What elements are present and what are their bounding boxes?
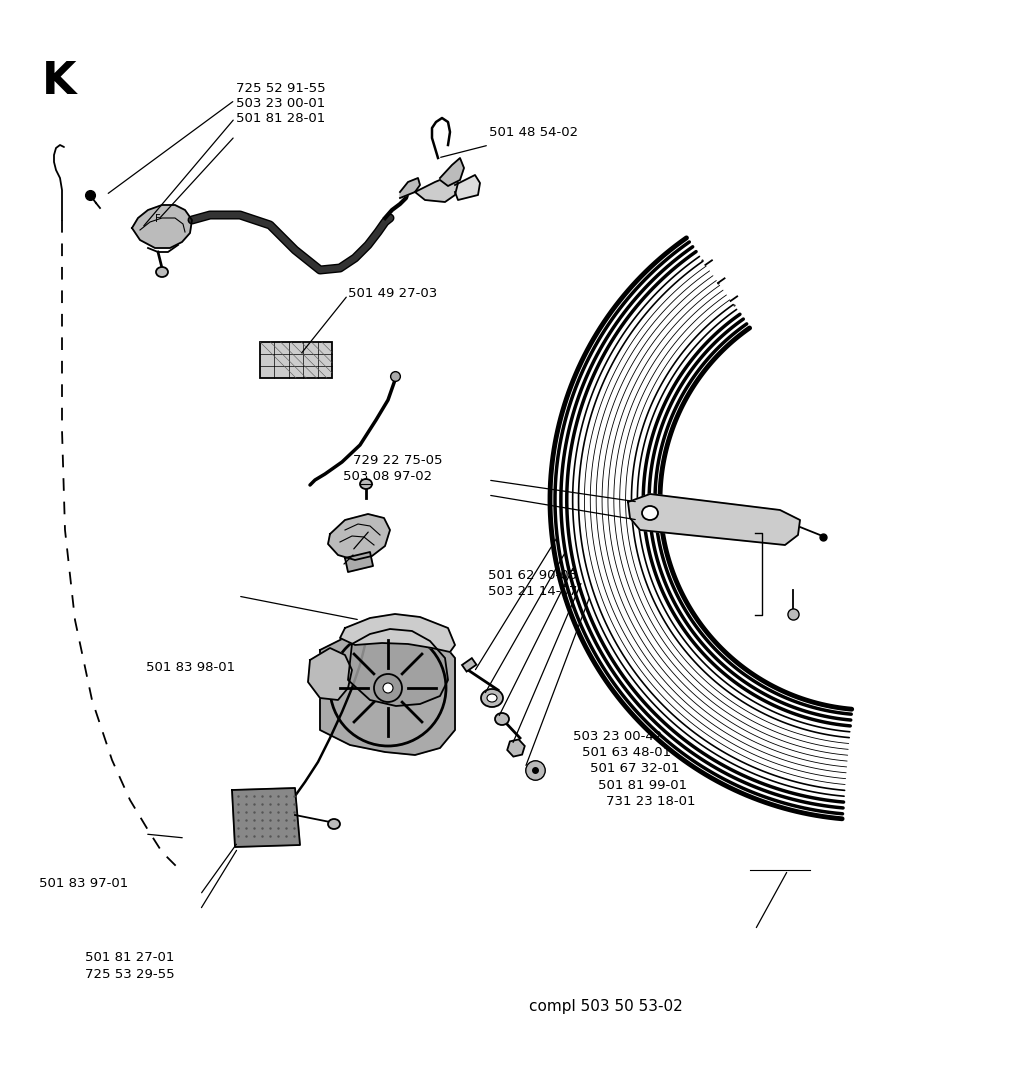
Polygon shape: [415, 175, 458, 202]
Text: 729 22 75-05: 729 22 75-05: [353, 454, 442, 467]
Text: 725 52 91-55: 725 52 91-55: [236, 82, 326, 95]
Polygon shape: [308, 648, 352, 700]
Text: 501 83 98-01: 501 83 98-01: [146, 661, 236, 674]
Polygon shape: [132, 205, 193, 248]
Ellipse shape: [481, 689, 503, 707]
Text: 503 23 00-42: 503 23 00-42: [573, 730, 663, 743]
Ellipse shape: [495, 713, 509, 725]
Polygon shape: [348, 629, 449, 706]
Text: 501 67 32-01: 501 67 32-01: [590, 762, 679, 775]
Text: 501 83 97-01: 501 83 97-01: [39, 877, 128, 890]
Text: compl 503 50 53-02: compl 503 50 53-02: [529, 999, 683, 1014]
Text: 501 63 48-01: 501 63 48-01: [582, 746, 671, 759]
Ellipse shape: [374, 674, 402, 702]
Polygon shape: [319, 627, 455, 755]
Ellipse shape: [642, 507, 658, 519]
Bar: [462, 658, 476, 672]
Ellipse shape: [156, 267, 168, 276]
Ellipse shape: [328, 819, 340, 829]
Text: 731 23 18-01: 731 23 18-01: [606, 795, 695, 808]
Polygon shape: [455, 175, 480, 200]
Text: 501 49 27-03: 501 49 27-03: [348, 287, 437, 300]
Text: 501 81 28-01: 501 81 28-01: [236, 112, 325, 125]
Text: 503 08 97-02: 503 08 97-02: [343, 470, 432, 483]
Text: 501 48 54-02: 501 48 54-02: [489, 126, 579, 139]
Text: 503 21 14-07: 503 21 14-07: [488, 585, 578, 598]
Text: K: K: [42, 60, 77, 103]
Text: F: F: [156, 214, 161, 224]
Polygon shape: [440, 158, 464, 186]
Text: 501 81 27-01: 501 81 27-01: [85, 951, 174, 964]
Polygon shape: [328, 514, 390, 561]
Ellipse shape: [383, 683, 393, 693]
Polygon shape: [340, 615, 455, 652]
Text: 501 62 90-03: 501 62 90-03: [488, 569, 578, 582]
Polygon shape: [628, 494, 800, 545]
Ellipse shape: [487, 694, 497, 702]
Text: 503 23 00-01: 503 23 00-01: [236, 97, 325, 110]
Polygon shape: [348, 629, 449, 706]
Polygon shape: [232, 788, 300, 847]
Polygon shape: [400, 178, 420, 198]
Text: 501 81 99-01: 501 81 99-01: [598, 779, 687, 792]
Bar: [260, 342, 332, 378]
Polygon shape: [345, 552, 373, 572]
Text: 725 53 29-55: 725 53 29-55: [85, 968, 175, 981]
Ellipse shape: [360, 480, 372, 489]
